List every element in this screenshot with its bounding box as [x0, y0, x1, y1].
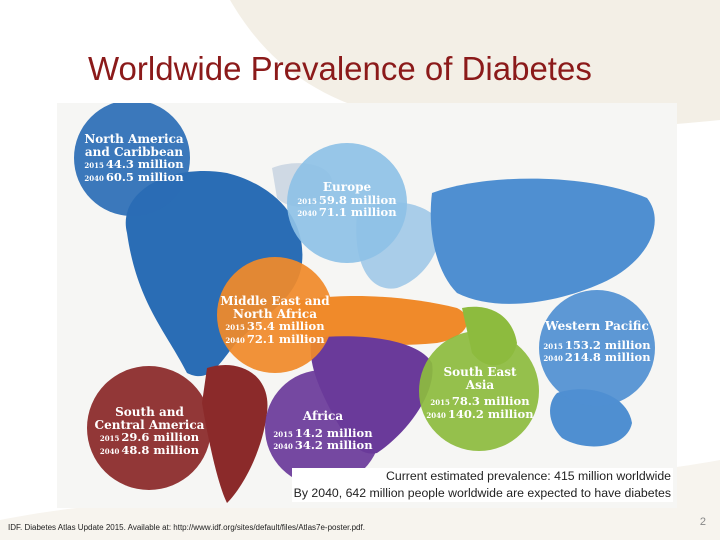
region-name: North America: [84, 132, 184, 146]
region-name: Asia: [465, 377, 495, 392]
stat-2015: 2015 78.3 million: [430, 394, 530, 409]
region-name: South East: [443, 365, 517, 379]
north-america-circle: [74, 103, 190, 216]
stat-2015: 2015 35.4 million: [225, 319, 325, 334]
world-map-graphic: [74, 103, 655, 503]
caption-line-1: Current estimated prevalence: 415 millio…: [385, 469, 671, 483]
region-name: Western Pacific: [545, 319, 649, 333]
africa-label: Africa 2015 14.2 million 2040 34.2 million: [268, 410, 378, 452]
stat-2015: 2015 59.8 million: [297, 192, 397, 207]
stat-2015: 2015 153.2 million: [543, 337, 651, 352]
world-map: North America and Caribbean 2015 44.3 mil…: [57, 103, 677, 508]
stat-2040: 2040 71.1 million: [297, 205, 397, 220]
region-name: Africa: [302, 409, 344, 423]
prevalence-caption: Current estimated prevalence: 415 millio…: [291, 468, 673, 502]
region-name: North Africa: [233, 306, 317, 321]
south-america-circle: [87, 366, 211, 490]
region-name: Central America: [94, 417, 205, 432]
stat-2040: 2040 60.5 million: [84, 169, 184, 184]
stat-2015: 2015 29.6 million: [99, 430, 200, 445]
asia-landmass: [430, 178, 655, 304]
north-america-landmass: [125, 171, 303, 377]
region-name: Europe: [322, 180, 372, 194]
stat-2040: 2040 214.8 million: [543, 350, 651, 365]
page-number: 2: [699, 516, 706, 528]
stat-2040: 2040 34.2 million: [273, 438, 373, 453]
stat-2040: 2040 72.1 million: [225, 331, 325, 346]
middle-east-circle: [217, 257, 333, 373]
south-east-asia-circle: [419, 331, 539, 451]
stat-2015: 2015 14.2 million: [273, 425, 373, 440]
europe-label: Europe 2015 59.8 million 2040 71.1 million: [292, 181, 402, 219]
region-name: South and: [115, 405, 184, 419]
middle-east-label: Middle East and North Africa 2015 35.4 mi…: [220, 295, 330, 345]
stat-2040: 2040 48.8 million: [99, 442, 200, 457]
source-citation: IDF. Diabetes Atlas Update 2015. Availab…: [8, 523, 365, 532]
caption-line-2: By 2040, 642 million people worldwide ar…: [293, 486, 671, 500]
western-pacific-circle: [539, 290, 655, 406]
south-east-asia-label: South East Asia 2015 78.3 million 2040 140…: [425, 366, 535, 420]
slide-title: Worldwide Prevalence of Diabetes: [88, 50, 592, 87]
south-america-label: South and Central America 2015 29.6 milli…: [92, 406, 207, 456]
region-name: and Caribbean: [84, 144, 184, 159]
africa-circle: [265, 370, 381, 486]
stat-2015: 2015 44.3 million: [84, 157, 184, 172]
europe-circle: [287, 143, 407, 263]
south-america-landmass: [202, 365, 268, 503]
north-america-label: North America and Caribbean 2015 44.3 mil…: [79, 133, 189, 183]
region-name: Middle East and: [220, 294, 330, 308]
stat-2040: 2040 140.2 million: [426, 406, 534, 421]
western-pacific-label: Western Pacific 2015 153.2 million 2040 21…: [541, 320, 653, 364]
